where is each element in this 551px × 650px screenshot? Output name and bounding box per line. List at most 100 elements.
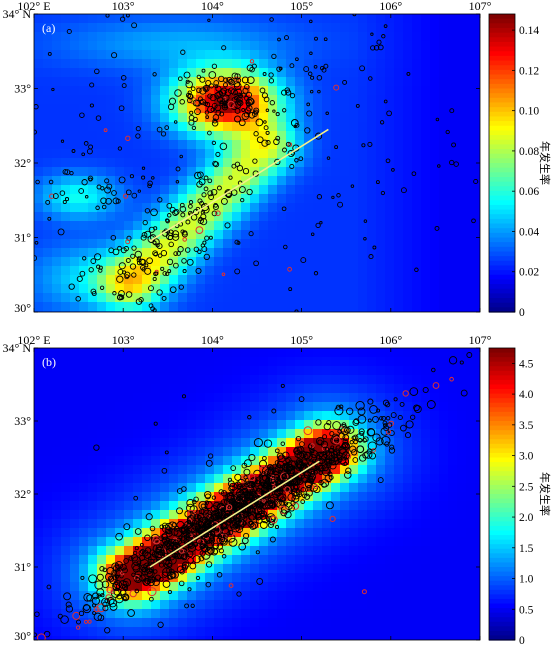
- event-marker: [341, 441, 349, 449]
- y-tick-label: 33°: [14, 82, 31, 96]
- event-marker: [345, 467, 352, 474]
- event-marker: [233, 82, 242, 90]
- red-event-marker: [125, 135, 131, 142]
- red-event-marker: [221, 272, 226, 277]
- event-marker: [330, 450, 339, 459]
- event-marker: [307, 444, 313, 449]
- event-marker: [165, 218, 170, 223]
- event-marker: [187, 97, 193, 104]
- event-marker: [318, 479, 324, 486]
- event-marker: [146, 257, 153, 265]
- colorbar-frame: [488, 347, 516, 641]
- event-marker: [156, 289, 163, 296]
- event-marker: [176, 520, 185, 529]
- event-marker: [200, 507, 209, 516]
- event-marker: [385, 158, 391, 164]
- event-marker: [336, 455, 342, 461]
- colorbar-segment: [489, 484, 515, 491]
- event-marker: [212, 160, 218, 167]
- panel-label: (b): [42, 355, 56, 369]
- event-marker: [59, 190, 66, 196]
- colorbar-segment: [489, 494, 515, 500]
- colorbar-segment: [489, 448, 515, 454]
- event-marker: [319, 65, 325, 71]
- event-marker: [82, 604, 92, 614]
- red-event-marker: [215, 210, 221, 216]
- event-marker: [89, 103, 94, 108]
- event-marker: [198, 216, 203, 222]
- red-event-marker: [72, 611, 81, 620]
- colorbar-segment: [489, 612, 515, 618]
- event-marker: [445, 129, 450, 135]
- event-marker: [367, 418, 372, 423]
- event-marker: [361, 143, 366, 148]
- event-marker: [362, 437, 367, 443]
- colorbar-segment: [489, 402, 515, 408]
- event-marker: [122, 567, 128, 574]
- event-marker: [240, 197, 245, 203]
- event-marker: [197, 171, 204, 179]
- event-marker: [268, 78, 275, 84]
- event-marker: [263, 439, 273, 448]
- colorbar-segment: [489, 608, 515, 614]
- event-marker: [135, 298, 143, 305]
- event-marker: [123, 523, 131, 531]
- event-marker: [78, 188, 85, 194]
- event-marker: [471, 218, 476, 224]
- event-marker: [242, 167, 250, 175]
- event-marker: [60, 139, 65, 143]
- event-marker: [263, 120, 267, 124]
- event-marker: [383, 425, 390, 432]
- colorbar-tick-label: 1.0: [519, 574, 534, 586]
- event-marker: [145, 513, 153, 521]
- event-marker: [100, 197, 107, 204]
- event-marker: [148, 285, 154, 292]
- colorbar-segment: [489, 370, 515, 376]
- colorbar-segment: [489, 407, 515, 413]
- event-marker: [459, 360, 464, 365]
- event-marker: [110, 234, 117, 241]
- event-marker: [451, 142, 457, 148]
- event-marker: [291, 480, 296, 486]
- event-marker: [238, 542, 247, 551]
- colorbar-segment: [489, 265, 515, 271]
- event-marker: [194, 171, 202, 180]
- event-marker: [162, 580, 171, 588]
- event-marker: [196, 537, 202, 544]
- event-marker: [167, 543, 177, 553]
- colorbar-segment: [489, 111, 515, 118]
- colorbar-tick-label: 0.08: [519, 146, 539, 158]
- event-marker: [250, 496, 259, 505]
- event-marker: [336, 193, 341, 198]
- event-marker: [384, 441, 390, 447]
- event-marker: [43, 630, 51, 638]
- event-marker: [326, 420, 332, 426]
- event-marker: [294, 450, 303, 459]
- colorbar-segment: [489, 452, 515, 459]
- event-marker: [76, 619, 81, 625]
- event-marker: [381, 415, 387, 421]
- colorbar-segment: [489, 18, 515, 24]
- event-marker: [246, 76, 255, 84]
- event-marker: [86, 148, 93, 155]
- event-marker: [167, 269, 172, 274]
- event-marker: [191, 125, 197, 131]
- event-marker: [272, 109, 276, 113]
- event-marker: [88, 177, 93, 182]
- event-marker: [352, 457, 359, 463]
- event-marker: [167, 589, 172, 595]
- colorbar-segment: [489, 232, 515, 239]
- red-event-marker: [195, 226, 204, 235]
- event-marker: [253, 438, 263, 448]
- event-marker: [219, 111, 225, 117]
- event-marker: [108, 247, 115, 254]
- event-marker: [316, 75, 323, 81]
- colorbar-tick-label: 0.04: [519, 226, 539, 238]
- event-marker: [411, 171, 417, 177]
- event-marker: [64, 197, 70, 202]
- event-marker: [79, 270, 86, 277]
- event-marker: [99, 566, 105, 572]
- event-marker: [122, 580, 129, 587]
- colorbar-segment: [489, 544, 515, 550]
- event-marker: [237, 93, 244, 99]
